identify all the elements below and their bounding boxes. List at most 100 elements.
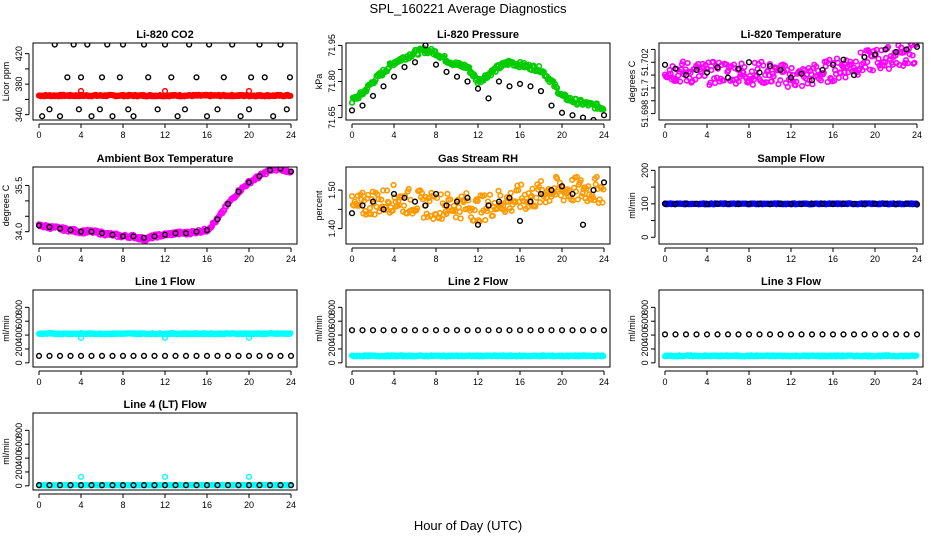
data-point (806, 77, 813, 84)
data-point (766, 331, 774, 338)
data-point (287, 168, 295, 175)
data-point (432, 190, 440, 198)
data-point (426, 197, 433, 205)
x-tick-label: 16 (202, 377, 212, 387)
data-point (456, 208, 463, 216)
data-point (56, 113, 64, 120)
data-point (786, 71, 793, 78)
data-point (67, 227, 74, 234)
data-point (485, 327, 492, 334)
data-point (808, 77, 816, 84)
data-point (777, 77, 784, 84)
data-point (186, 43, 193, 48)
x-tick-label: 0 (662, 377, 667, 387)
data-point (98, 74, 106, 81)
y-tick-label: 51.698 (640, 100, 650, 128)
data-point (283, 106, 290, 113)
y-tick-label: 400 (640, 328, 650, 343)
data-point (741, 64, 748, 71)
y-tick-label: 0 (14, 360, 24, 365)
data-point (835, 74, 842, 81)
x-tick-label: 20 (244, 130, 254, 140)
data-point (579, 221, 587, 228)
data-point (600, 186, 607, 193)
series-group (661, 200, 921, 208)
data-point (520, 198, 528, 205)
data-point (566, 187, 573, 194)
data-point (266, 482, 274, 489)
x-tick-label: 16 (828, 377, 838, 387)
data-point (913, 352, 920, 359)
data-point (172, 352, 179, 360)
data-point (389, 207, 396, 214)
data-point (798, 331, 805, 338)
data-point (161, 334, 169, 341)
panel-4: Gas Stream RH percent 0 4 8 12 16 20 24 1.40 1.50 (314, 153, 611, 264)
data-point (277, 352, 284, 360)
data-point (224, 352, 232, 360)
x-tick-label: 24 (286, 377, 296, 387)
x-tick-label: 0 (662, 254, 667, 264)
data-point (125, 106, 132, 113)
data-point (35, 352, 43, 360)
data-point (507, 189, 514, 197)
data-point (793, 78, 800, 85)
data-point (453, 73, 461, 80)
data-point (390, 181, 397, 189)
data-point (277, 482, 284, 489)
data-point (46, 223, 53, 231)
y-tick-label: 340 (14, 107, 24, 122)
data-point (714, 64, 721, 71)
data-point (803, 71, 810, 78)
data-point (224, 200, 232, 208)
x-axis: 0 4 8 12 16 20 24 (662, 370, 922, 387)
data-point (536, 63, 543, 70)
data-point (548, 102, 555, 109)
data-point (400, 202, 408, 209)
data-point (798, 201, 805, 208)
data-point (390, 327, 398, 334)
x-tick-label: 0 (349, 130, 354, 140)
data-point (492, 68, 499, 75)
plot-frame (32, 42, 298, 121)
data-point (909, 52, 916, 59)
data-point (808, 200, 816, 207)
data-point (203, 482, 211, 489)
series-group (661, 331, 921, 360)
data-point (287, 330, 294, 337)
x-tick-label: 0 (36, 500, 41, 510)
y-axis-label: kPa (314, 74, 324, 90)
y-axis-label: Licor ppm (1, 62, 11, 102)
data-point (348, 107, 356, 114)
data-point (245, 106, 253, 113)
y-tick-label: 0 (640, 360, 650, 365)
panel-title: Line 4 (LT) Flow (124, 399, 207, 411)
data-point (229, 43, 236, 48)
data-point (380, 187, 387, 194)
data-point (470, 217, 478, 224)
data-point (443, 210, 450, 218)
x-axis: 0 4 8 12 16 20 24 (349, 123, 609, 140)
data-point (270, 113, 277, 120)
data-point (443, 68, 450, 75)
x-tick-label: 24 (286, 254, 296, 264)
y-tick-label: 35.5 (14, 177, 24, 195)
data-point (359, 102, 366, 109)
data-point (787, 74, 795, 81)
data-point (256, 482, 263, 489)
data-point (871, 331, 879, 338)
data-point (151, 352, 158, 360)
data-point (590, 187, 597, 194)
data-point (798, 82, 806, 90)
data-point (508, 207, 515, 214)
y-tick-label: 400 (327, 328, 337, 343)
data-point (380, 327, 387, 334)
data-point (266, 352, 274, 360)
data-point (256, 173, 263, 180)
plot-frame (345, 166, 611, 245)
data-point (735, 331, 742, 338)
panel-6: Line 1 Flow ml/min 0 4 8 12 16 20 24 0 20040060080… (1, 276, 298, 387)
data-point (77, 87, 85, 95)
